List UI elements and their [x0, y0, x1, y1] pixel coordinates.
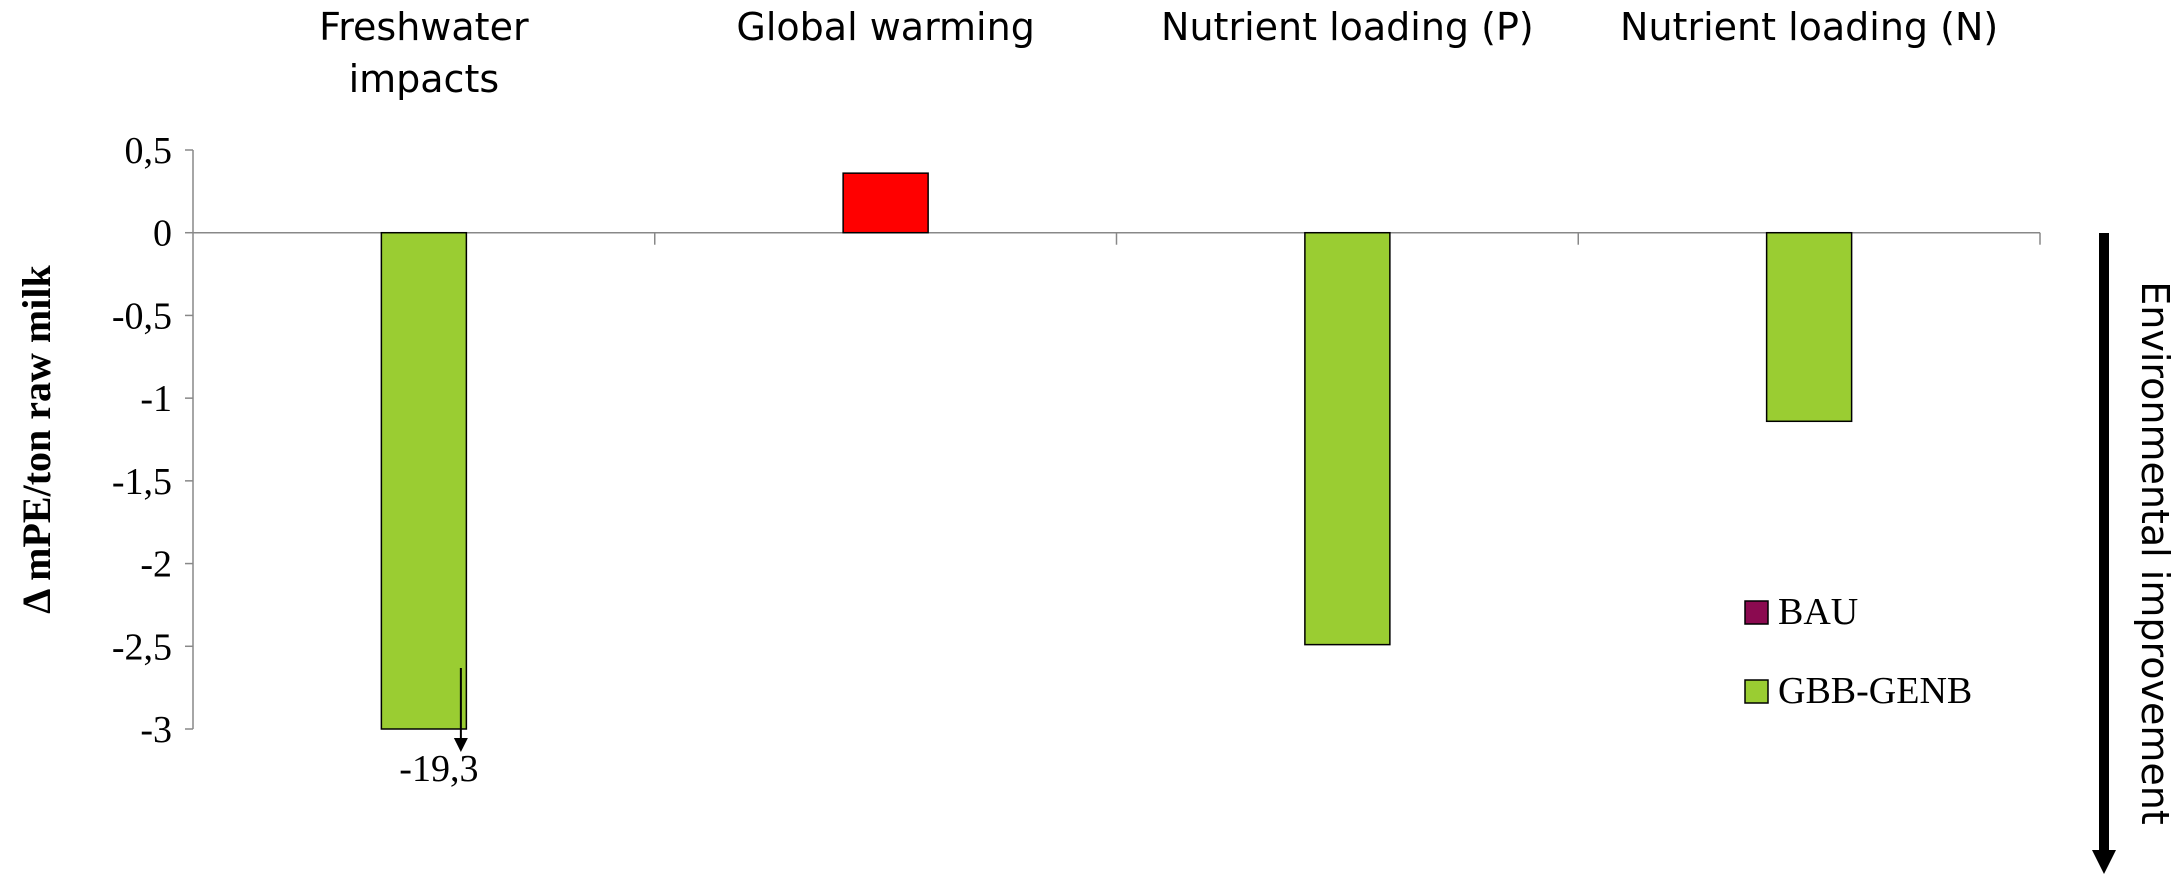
truncation-arrow-head: [453, 738, 468, 752]
axes: 0,5 0 -0,5 -1 -1,5 -2 -2,5 -3: [112, 130, 2041, 751]
legend-label: GBB-GENB: [1778, 670, 1972, 712]
category-label: impacts: [349, 57, 500, 101]
y-tick-label: 0,5: [125, 130, 173, 172]
y-tick-label: -1,5: [112, 461, 172, 503]
bar: [1304, 231, 1391, 646]
category-label: Nutrient loading (N): [1620, 5, 1998, 49]
y-tick-label: -3: [140, 709, 172, 751]
y-tick-label: -2: [140, 544, 172, 586]
category-label: Freshwater: [319, 5, 529, 49]
improvement-arrow-head: [2092, 850, 2116, 874]
truncated-value-label: -19,3: [399, 748, 478, 790]
y-tick-label: -2,5: [112, 626, 172, 668]
category-label: Global warming: [736, 5, 1034, 49]
bars: [380, 172, 1853, 730]
bar: [380, 231, 468, 730]
bar: [842, 172, 929, 234]
labels: Δ mPE/ton raw milk Freshwater impacts Globa…: [14, 5, 2177, 874]
category-label: Nutrient loading (P): [1161, 5, 1534, 49]
side-label: Environmental improvement: [2133, 281, 2177, 825]
legend-swatch: [1744, 600, 1769, 625]
legend-label: BAU: [1778, 591, 1858, 633]
y-axis-label: Δ mPE/ton raw milk: [14, 265, 59, 614]
y-tick-label: 0: [153, 213, 172, 255]
legend: BAU GBB-GENB: [1744, 591, 1972, 712]
legend-swatch: [1744, 679, 1769, 704]
y-tick-label: -0,5: [112, 295, 172, 337]
y-tick-label: -1: [140, 378, 172, 420]
bar: [1765, 231, 1853, 423]
